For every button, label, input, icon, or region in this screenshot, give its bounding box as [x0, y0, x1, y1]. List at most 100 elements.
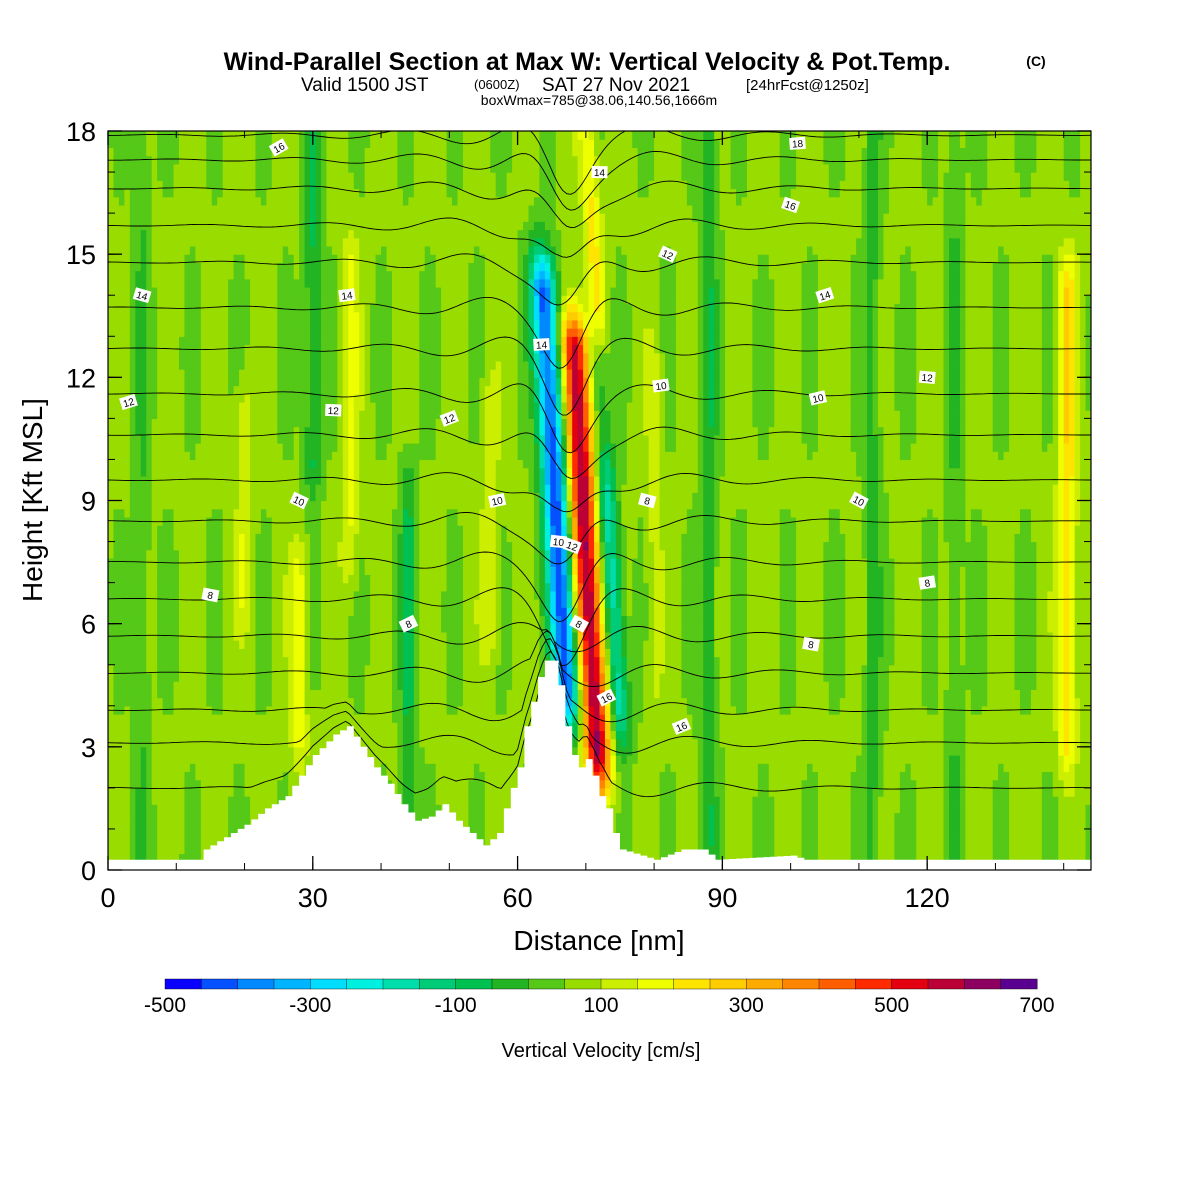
w-cell [162, 508, 169, 518]
w-cell [364, 631, 371, 641]
w-cell [118, 713, 125, 723]
w-cell [108, 508, 115, 518]
w-cell [189, 344, 196, 354]
w-cell [364, 426, 371, 436]
w-cell [315, 533, 322, 543]
w-cell [255, 172, 262, 181]
w-cell [244, 303, 251, 313]
w-cell [326, 656, 333, 666]
w-cell [173, 492, 180, 502]
w-cell [151, 287, 158, 296]
w-cell [135, 812, 142, 822]
w-cell [348, 139, 355, 149]
w-cell [397, 303, 404, 313]
w-cell [331, 664, 338, 674]
w-cell [222, 615, 229, 625]
w-cell [151, 820, 158, 830]
w-cell [391, 221, 399, 231]
w-cell [386, 549, 393, 559]
w-cell [140, 385, 147, 395]
w-cell [320, 131, 328, 132]
w-cell [162, 484, 169, 493]
w-cell [244, 245, 251, 255]
w-cell [370, 730, 377, 740]
w-cell [244, 172, 251, 181]
w-cell [239, 245, 246, 255]
w-cell [359, 607, 366, 617]
w-cell [233, 640, 240, 649]
w-cell [315, 459, 322, 469]
w-cell [391, 664, 399, 674]
w-cell [342, 213, 349, 222]
w-cell [173, 566, 180, 575]
w-cell [211, 796, 218, 805]
w-cell [353, 459, 360, 469]
w-cell [277, 541, 284, 551]
w-cell [206, 713, 213, 723]
w-cell [162, 796, 169, 805]
w-cell [397, 147, 404, 157]
w-cell [200, 615, 207, 625]
w-cell [391, 369, 399, 378]
w-cell [118, 771, 125, 781]
w-cell [331, 640, 338, 649]
w-cell [211, 262, 218, 272]
w-cell [129, 311, 136, 321]
w-cell [375, 631, 382, 641]
w-cell [129, 377, 136, 387]
w-cell [228, 525, 235, 534]
w-cell [108, 746, 115, 756]
w-cell [320, 500, 328, 510]
w-cell [386, 303, 393, 313]
w-cell [146, 812, 153, 822]
w-cell [266, 722, 273, 732]
w-cell [386, 401, 393, 411]
w-cell [108, 771, 115, 781]
w-cell [402, 705, 409, 715]
w-cell [397, 229, 404, 239]
w-cell [195, 845, 202, 855]
w-cell [173, 369, 180, 378]
w-cell [391, 319, 399, 329]
w-cell [118, 410, 125, 419]
w-cell [337, 713, 344, 723]
w-cell [151, 188, 158, 198]
w-cell [271, 311, 278, 321]
w-cell [359, 262, 366, 272]
w-cell [217, 319, 224, 329]
w-cell [288, 779, 295, 789]
w-cell [200, 640, 207, 649]
w-cell [331, 147, 338, 157]
w-cell [310, 287, 317, 296]
w-cell [135, 689, 142, 699]
w-cell [348, 131, 355, 132]
w-cell [189, 738, 196, 748]
w-cell [386, 656, 393, 666]
w-cell [200, 779, 207, 789]
w-cell [118, 541, 125, 551]
w-cell [364, 640, 371, 649]
w-cell [381, 500, 388, 510]
w-cell [140, 763, 147, 773]
w-cell [353, 697, 360, 707]
w-cell [260, 615, 267, 625]
w-cell [140, 278, 147, 288]
w-cell [178, 319, 186, 329]
w-cell [381, 623, 388, 633]
w-cell [310, 640, 317, 649]
w-cell [108, 213, 115, 222]
w-cell [348, 163, 355, 173]
w-cell [381, 328, 388, 337]
w-cell [173, 615, 180, 625]
w-cell [239, 221, 246, 231]
w-cell [162, 434, 169, 444]
w-cell [315, 451, 322, 461]
w-cell [184, 451, 191, 461]
w-cell [184, 172, 191, 181]
w-cell [233, 804, 240, 814]
w-cell [282, 582, 289, 592]
w-cell [151, 533, 158, 543]
w-cell [217, 640, 224, 649]
w-cell [168, 475, 175, 485]
w-cell [277, 352, 284, 362]
